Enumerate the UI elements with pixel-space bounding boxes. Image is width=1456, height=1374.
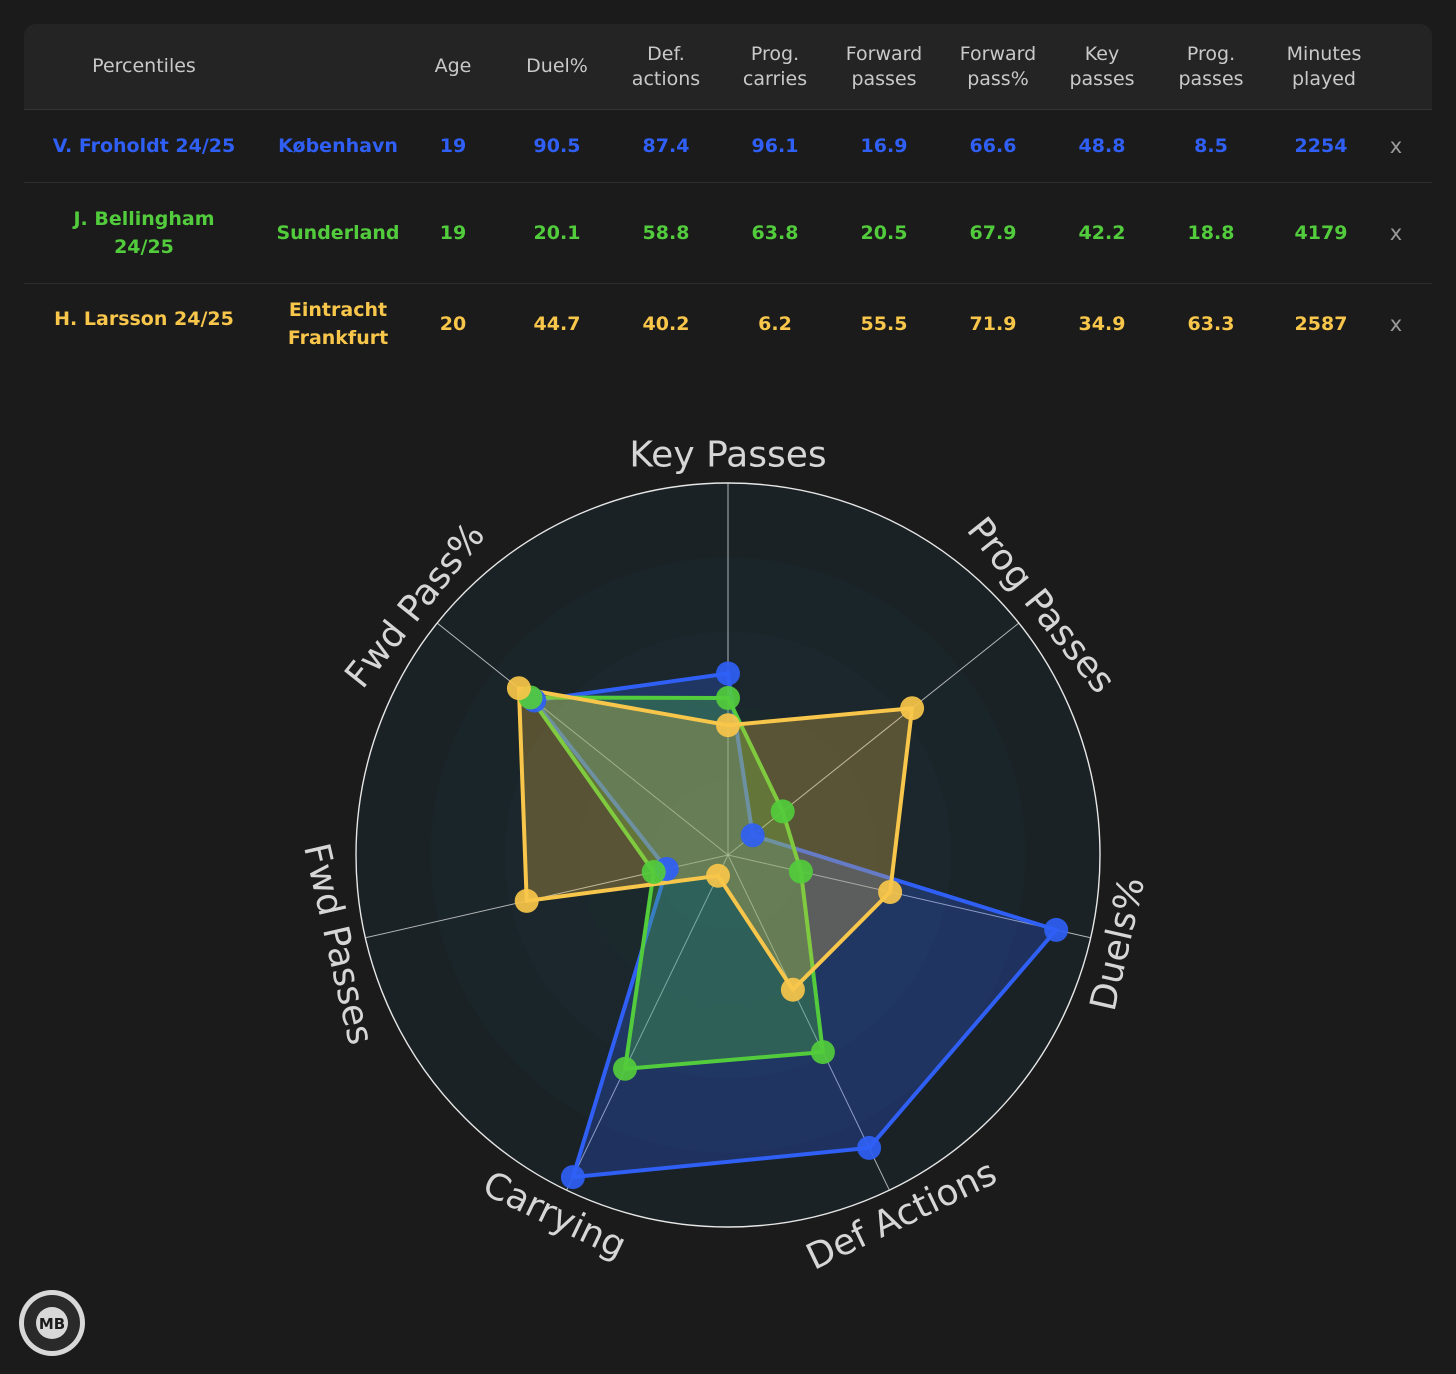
def-actions-value: 40.2 bbox=[642, 313, 690, 335]
duel-value: 20.1 bbox=[533, 222, 581, 244]
key-passes-value: 48.8 bbox=[1078, 135, 1126, 157]
player-name: V. Froholdt 24/25 bbox=[52, 135, 236, 157]
series-point-3 bbox=[506, 676, 531, 701]
series-point-3 bbox=[878, 880, 903, 904]
series-point-1 bbox=[560, 1165, 585, 1190]
series-point-3 bbox=[514, 888, 539, 913]
series-point-3 bbox=[900, 696, 925, 721]
series-point-1 bbox=[1044, 917, 1069, 942]
def-actions-value: 58.8 bbox=[642, 222, 690, 244]
minutes-value: 2587 bbox=[1294, 313, 1348, 335]
duel-value: 90.5 bbox=[533, 135, 581, 157]
duel-value: 44.7 bbox=[533, 313, 581, 335]
remove-row-button[interactable]: x bbox=[1389, 134, 1403, 158]
series-point-2 bbox=[716, 686, 740, 710]
radar-axis-spoke bbox=[727, 854, 1091, 939]
remove-row-button[interactable]: x bbox=[1389, 221, 1403, 245]
player-name: H. Larsson 24/25 bbox=[54, 308, 234, 330]
header-forward-passes[interactable]: Forward passes bbox=[845, 42, 923, 90]
prog-carries-value: 63.8 bbox=[751, 222, 799, 244]
table-header: Percentiles Age Duel% Def. actions Prog.… bbox=[24, 24, 1432, 110]
team-name: Sunderland bbox=[276, 222, 400, 244]
header-age[interactable]: Age bbox=[434, 55, 472, 77]
header-prog-passes[interactable]: Prog. passes bbox=[1178, 42, 1244, 90]
prog-passes-value: 8.5 bbox=[1194, 135, 1228, 157]
header-minutes[interactable]: Minutes played bbox=[1286, 42, 1362, 90]
logo-badge bbox=[36, 1307, 68, 1339]
series-point-1 bbox=[740, 823, 765, 848]
series-point-2 bbox=[770, 799, 795, 824]
axis-label: Key Passes bbox=[629, 435, 826, 476]
series-polygon-3 bbox=[516, 686, 915, 992]
remove-row-button[interactable]: x bbox=[1389, 312, 1403, 336]
radar-axis-spoke bbox=[727, 854, 890, 1191]
table-row: H. Larsson 24/25 Eintracht Frankfurt 20 … bbox=[24, 284, 1432, 364]
percentile-table: Percentiles Age Duel% Def. actions Prog.… bbox=[24, 24, 1432, 364]
key-passes-value: 34.9 bbox=[1078, 313, 1126, 335]
series-polygon-1 bbox=[532, 671, 1059, 1180]
table-row: V. Froholdt 24/25 København 19 90.5 87.4… bbox=[24, 110, 1432, 183]
header-def-actions[interactable]: Def. actions bbox=[631, 42, 701, 90]
prog-carries-value: 6.2 bbox=[758, 313, 792, 335]
key-passes-value: 42.2 bbox=[1078, 222, 1126, 244]
radar-axis-spoke bbox=[436, 622, 729, 856]
series-point-1 bbox=[857, 1135, 882, 1160]
series-point-1 bbox=[716, 661, 740, 686]
forward-pass-pct-value: 66.6 bbox=[969, 135, 1017, 157]
forward-passes-value: 20.5 bbox=[860, 222, 908, 244]
forward-pass-pct-value: 67.9 bbox=[969, 222, 1017, 244]
player-name: J. Bellingham 24/25 bbox=[73, 208, 215, 258]
prog-passes-value: 18.8 bbox=[1187, 222, 1235, 244]
series-point-2 bbox=[613, 1056, 637, 1081]
logo-text: MB bbox=[39, 1315, 65, 1333]
forward-passes-value: 55.5 bbox=[860, 313, 908, 335]
radar-axis-spoke bbox=[566, 854, 729, 1191]
minutes-value: 4179 bbox=[1294, 222, 1348, 244]
team-name: København bbox=[278, 135, 398, 157]
header-prog-carries[interactable]: Prog. carries bbox=[742, 42, 808, 90]
team-name: Eintracht Frankfurt bbox=[287, 299, 389, 349]
def-actions-value: 87.4 bbox=[642, 135, 690, 157]
series-point-2 bbox=[810, 1040, 835, 1065]
forward-passes-value: 16.9 bbox=[860, 135, 908, 157]
series-point-2 bbox=[788, 859, 813, 884]
header-duel[interactable]: Duel% bbox=[526, 55, 588, 77]
header-key-passes[interactable]: Key passes bbox=[1069, 42, 1135, 90]
age-value: 19 bbox=[439, 135, 467, 157]
prog-passes-value: 63.3 bbox=[1187, 313, 1235, 335]
table-row: J. Bellingham 24/25 Sunderland 19 20.1 5… bbox=[24, 183, 1432, 284]
prog-carries-value: 96.1 bbox=[751, 135, 799, 157]
age-value: 19 bbox=[439, 222, 467, 244]
header-percentiles[interactable]: Percentiles bbox=[92, 55, 196, 77]
mb-logo: MB bbox=[19, 1290, 85, 1356]
series-point-3 bbox=[780, 977, 805, 1002]
series-point-3 bbox=[716, 713, 740, 738]
header-forward-pass-pct[interactable]: Forward pass% bbox=[959, 42, 1037, 90]
minutes-value: 2254 bbox=[1294, 135, 1348, 157]
series-point-2 bbox=[641, 860, 666, 884]
series-point-3 bbox=[706, 863, 730, 888]
forward-pass-pct-value: 71.9 bbox=[969, 313, 1017, 335]
age-value: 20 bbox=[439, 313, 467, 335]
